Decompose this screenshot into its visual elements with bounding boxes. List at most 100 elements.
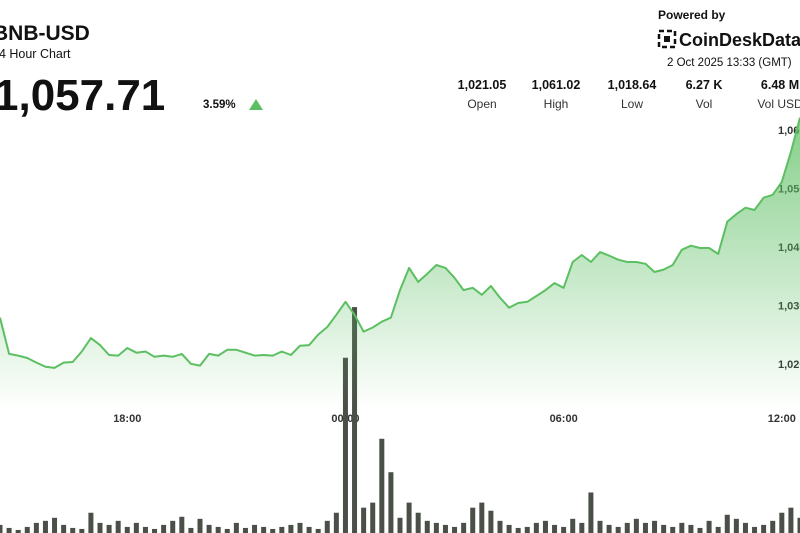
- volume-bar: [761, 524, 767, 533]
- x-tick-label: 12:00: [768, 413, 796, 425]
- volume-bar: [579, 522, 585, 533]
- stat-label: High: [544, 97, 569, 111]
- symbol: BNB-USD: [0, 22, 90, 45]
- volume-bar: [470, 507, 476, 533]
- volume-bar: [197, 518, 203, 533]
- volume-bar: [288, 524, 294, 533]
- volume-bar: [42, 520, 48, 533]
- stat-label: Open: [467, 97, 496, 111]
- volume-bar: [315, 528, 321, 533]
- stats: 1,021.05 Open 1,061.02 High 1,018.64 Low 6.27 …: [458, 78, 800, 111]
- volume-bar: [88, 512, 94, 533]
- volume-bar: [61, 524, 67, 533]
- volume-bar: [688, 524, 694, 533]
- volume-bar: [461, 522, 467, 533]
- volume-bar: [533, 522, 539, 533]
- volume-bar: [261, 526, 267, 533]
- volume-bar: [661, 524, 667, 533]
- volume-bar: [406, 502, 412, 533]
- brand-logo: [657, 29, 677, 49]
- volume-bar: [597, 520, 603, 533]
- x-tick-label: 18:00: [113, 413, 141, 425]
- volume-bar: [724, 514, 730, 533]
- volume-bar: [442, 524, 448, 533]
- volume-bar: [142, 526, 148, 533]
- volume-bar: [379, 438, 385, 533]
- volume-bar: [697, 527, 703, 533]
- volume-bar: [624, 522, 630, 533]
- volume-bar: [324, 520, 330, 533]
- volume-bar: [542, 520, 548, 533]
- volume-bar: [424, 520, 430, 533]
- timestamp: 2 Oct 2025 13:33 (GMT): [667, 57, 792, 69]
- volume-bar: [770, 520, 776, 533]
- volume-bar: [570, 518, 576, 533]
- volume-bar: [270, 528, 276, 533]
- volume-bar: [397, 517, 403, 533]
- price-line: [0, 117, 800, 369]
- volume-bar: [452, 526, 458, 533]
- stat-label: Low: [621, 97, 643, 111]
- volume-bar: [170, 520, 176, 533]
- volume-bar: [752, 526, 758, 533]
- volume-bar: [206, 524, 212, 533]
- volume-bar: [506, 524, 512, 533]
- volume-bar: [742, 522, 748, 533]
- volume-bar: [433, 522, 439, 533]
- volume-bar: [415, 512, 421, 533]
- volume-bar: [370, 502, 376, 533]
- volume-bar: [524, 526, 530, 533]
- volume-bar: [0, 524, 3, 533]
- volume-bar: [488, 510, 494, 533]
- volume-bar: [333, 512, 339, 533]
- area-fill: [0, 117, 800, 410]
- volume-bar: [615, 526, 621, 533]
- volume-bar: [670, 526, 676, 533]
- volume-bar: [552, 524, 558, 533]
- y-tick-label: 1,060: [778, 125, 800, 137]
- volume-bar: [633, 518, 639, 533]
- x-tick-label: 06:00: [550, 413, 578, 425]
- volume-bar: [33, 522, 39, 533]
- volume-bar: [388, 472, 394, 533]
- stat-value: 1,061.02: [532, 78, 581, 92]
- volume-bar: [515, 527, 521, 533]
- volume-bar: [779, 512, 785, 533]
- volume-bar: [561, 526, 567, 533]
- stat-value: 1,018.64: [608, 78, 657, 92]
- volume-bar: [642, 522, 648, 533]
- powered-by: Powered by: [658, 8, 726, 22]
- volume-bar: [106, 524, 112, 533]
- volume-bar: [124, 526, 130, 533]
- volume-bar: [115, 520, 121, 533]
- volume-bar: [479, 502, 485, 533]
- volume-bar: [97, 522, 103, 533]
- volume-bar: [297, 522, 303, 533]
- volume-bar: [215, 526, 221, 533]
- brand: CoinDeskData: [679, 30, 800, 50]
- volume-bar: [679, 522, 685, 533]
- volume-bar: [133, 522, 139, 533]
- volume-bar: [606, 524, 612, 533]
- stat-label: Vol USD: [757, 97, 800, 111]
- volume-bar: [652, 520, 658, 533]
- plot: 1,0601,0501,0401,0301,02018:0000:0006:00…: [0, 117, 800, 533]
- volume-bar: [152, 528, 158, 533]
- change: 3.59%: [203, 99, 236, 111]
- volume-bar: [715, 526, 721, 533]
- volume-bar: [24, 526, 30, 533]
- period: 24 Hour Chart: [0, 47, 71, 61]
- volume-bar: [15, 529, 21, 533]
- volume-bar: [342, 357, 348, 533]
- price: 1,057.71: [0, 71, 165, 120]
- volume-bar: [233, 522, 239, 533]
- volume-bar: [224, 528, 230, 533]
- volume-bar: [242, 527, 248, 533]
- volume-bar: [6, 527, 12, 533]
- volume-bar: [788, 507, 794, 533]
- up-arrow: [249, 99, 263, 110]
- volume-bar: [252, 524, 258, 533]
- volume-bar: [279, 526, 285, 533]
